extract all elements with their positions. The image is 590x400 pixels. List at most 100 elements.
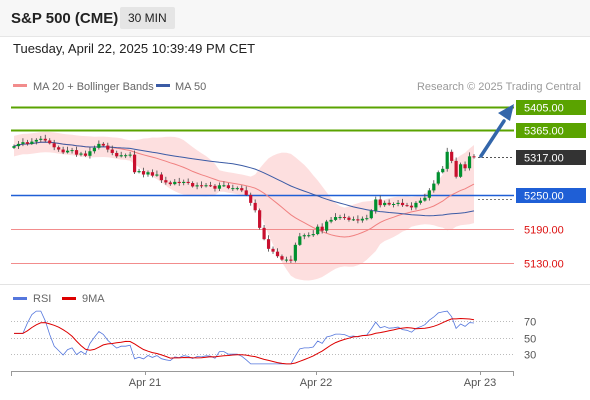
candle-body bbox=[159, 174, 163, 181]
candle bbox=[311, 230, 315, 237]
candle bbox=[74, 146, 79, 157]
candle bbox=[146, 170, 150, 177]
candle bbox=[204, 183, 208, 188]
candle-body bbox=[191, 183, 195, 187]
candle bbox=[463, 161, 467, 172]
candle bbox=[262, 224, 266, 241]
candle-body bbox=[400, 202, 405, 206]
candle bbox=[150, 169, 155, 178]
candle bbox=[436, 170, 440, 186]
candle-body bbox=[12, 146, 16, 148]
candle-body bbox=[155, 174, 159, 176]
candle-body bbox=[450, 151, 454, 161]
projection-arrow bbox=[479, 104, 514, 158]
candle bbox=[275, 248, 280, 258]
candle-body bbox=[217, 185, 222, 189]
candle bbox=[34, 138, 38, 145]
candle-body bbox=[240, 188, 244, 191]
timeframe-badge[interactable]: 30 MIN bbox=[120, 7, 175, 29]
candle bbox=[235, 186, 239, 191]
candle bbox=[289, 255, 293, 263]
projection-arrow-shaft bbox=[479, 119, 506, 158]
level-label-last: 5317.00 bbox=[524, 153, 564, 165]
candle-body bbox=[146, 172, 150, 175]
candle bbox=[101, 142, 105, 147]
ma50-legend-swatch bbox=[156, 84, 170, 87]
candle-body bbox=[360, 218, 364, 221]
candle-body bbox=[182, 181, 186, 184]
candle-body bbox=[365, 218, 369, 220]
candle-body bbox=[387, 202, 391, 205]
candle-body bbox=[150, 172, 155, 176]
candle-body bbox=[110, 149, 114, 153]
ma20-legend-swatch bbox=[13, 84, 27, 87]
candle bbox=[302, 233, 306, 240]
candle-body bbox=[141, 171, 146, 175]
rsi-tick-label: 70 bbox=[524, 317, 536, 329]
candle-body bbox=[79, 153, 83, 155]
candle-body bbox=[61, 149, 65, 153]
candle bbox=[383, 200, 387, 207]
candle bbox=[70, 147, 74, 154]
candle bbox=[155, 170, 159, 177]
candle-body bbox=[249, 194, 253, 203]
candle-body bbox=[21, 142, 25, 144]
candle bbox=[186, 178, 190, 185]
candle-body bbox=[307, 235, 311, 237]
candle bbox=[392, 202, 396, 208]
projection-arrow-head bbox=[498, 104, 514, 121]
candle-body bbox=[383, 202, 387, 206]
candle bbox=[266, 235, 271, 252]
candle-body bbox=[392, 204, 396, 206]
candle-body bbox=[463, 164, 467, 169]
candle-body bbox=[280, 256, 284, 260]
candle bbox=[12, 144, 16, 149]
candle bbox=[423, 193, 427, 202]
candle-body bbox=[70, 150, 74, 152]
candle bbox=[231, 184, 235, 191]
candle-body bbox=[329, 219, 333, 222]
candle bbox=[280, 254, 284, 261]
candle bbox=[338, 214, 342, 220]
candle-body bbox=[132, 154, 137, 173]
candle bbox=[52, 139, 56, 151]
candle-body bbox=[253, 202, 257, 211]
bollinger-band-fill bbox=[14, 131, 474, 281]
candle bbox=[333, 213, 338, 222]
candle bbox=[16, 141, 21, 149]
candle-body bbox=[293, 244, 297, 261]
moving-averages bbox=[13, 141, 475, 238]
candle-body bbox=[48, 140, 52, 144]
candle bbox=[342, 213, 347, 220]
candle-body bbox=[65, 150, 70, 153]
candle bbox=[137, 168, 141, 174]
ma50-legend-label: MA 50 bbox=[175, 81, 206, 93]
x-axis-ticks: Apr 21 Apr 22 Apr 23 bbox=[129, 371, 496, 389]
candle-body bbox=[231, 188, 235, 190]
candle bbox=[132, 150, 137, 174]
level-label-box-last bbox=[516, 150, 586, 165]
candle-body bbox=[342, 217, 347, 219]
candle bbox=[396, 200, 400, 207]
candle bbox=[258, 208, 262, 230]
rsi-tick-label: 30 bbox=[524, 350, 536, 362]
candle-body bbox=[423, 197, 427, 201]
candle bbox=[115, 150, 119, 159]
candle-body bbox=[356, 219, 360, 221]
candle-body bbox=[266, 239, 271, 249]
level-label-resistance: 5405.00 bbox=[524, 103, 564, 115]
candle-body bbox=[445, 151, 449, 169]
candle bbox=[244, 186, 248, 197]
candlesticks bbox=[12, 134, 476, 263]
x-tick-label: Apr 23 bbox=[464, 377, 496, 389]
candle bbox=[427, 188, 431, 201]
candle-body bbox=[173, 181, 177, 185]
candle bbox=[177, 177, 181, 186]
candle bbox=[110, 145, 114, 156]
candle-body bbox=[369, 210, 373, 219]
candle-body bbox=[34, 139, 38, 142]
candle-body bbox=[177, 181, 181, 184]
candle-body bbox=[378, 199, 382, 206]
candle-body bbox=[320, 226, 324, 231]
candle-body bbox=[235, 188, 239, 190]
